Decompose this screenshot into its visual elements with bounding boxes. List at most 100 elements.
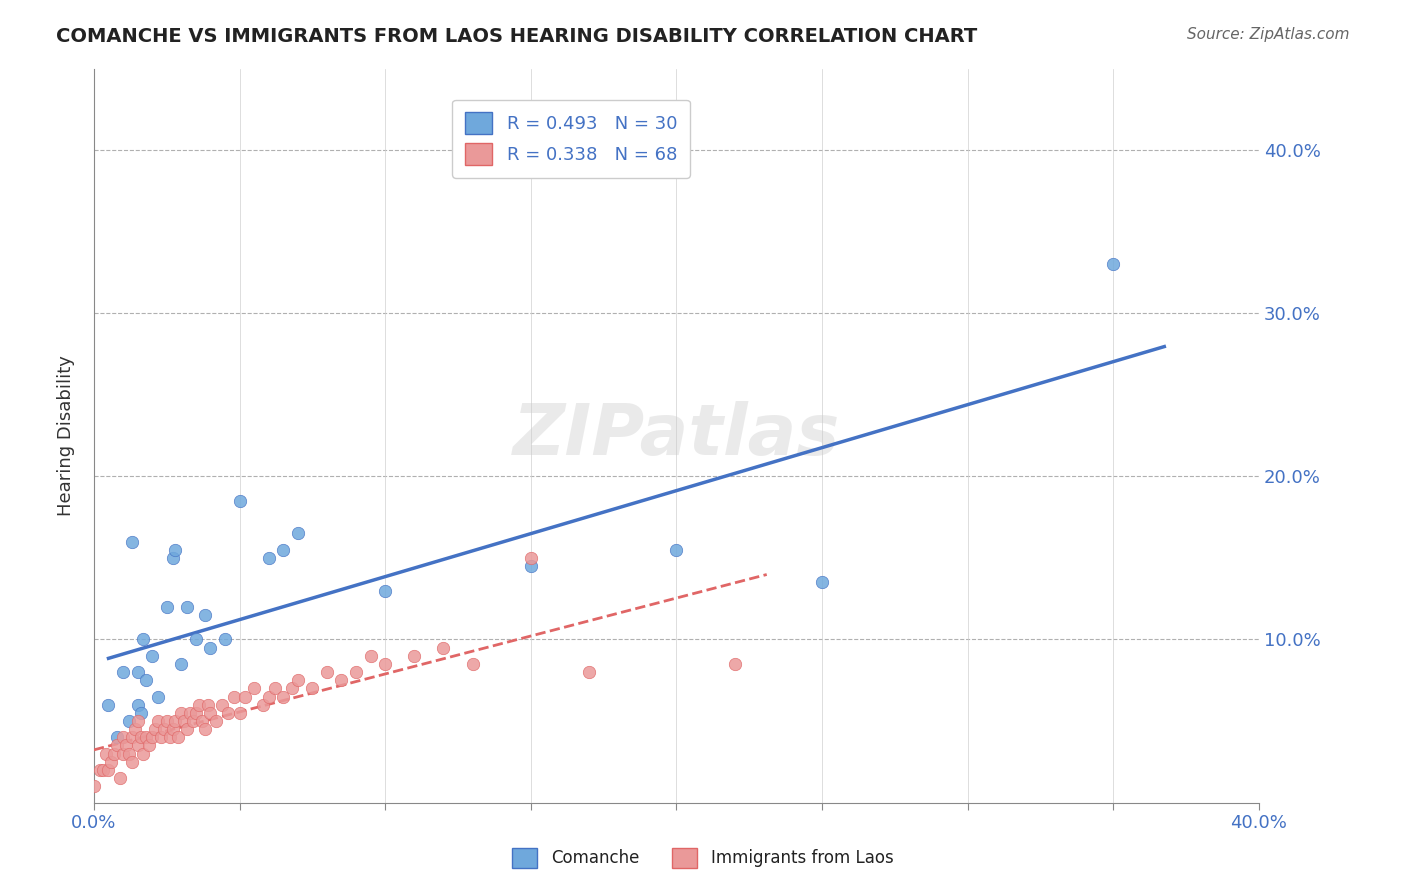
Point bbox=[194, 607, 217, 622]
Point bbox=[316, 665, 339, 679]
Point bbox=[127, 665, 149, 679]
Point bbox=[243, 681, 266, 696]
Point bbox=[124, 722, 146, 736]
Point bbox=[138, 739, 160, 753]
Point bbox=[167, 731, 190, 745]
Point bbox=[287, 526, 309, 541]
Point bbox=[162, 722, 184, 736]
Point bbox=[89, 763, 111, 777]
Point bbox=[665, 542, 688, 557]
Point bbox=[127, 739, 149, 753]
Point bbox=[252, 698, 274, 712]
Point bbox=[156, 599, 179, 614]
Point bbox=[190, 714, 212, 728]
Point bbox=[271, 542, 294, 557]
Point bbox=[105, 739, 128, 753]
Point bbox=[811, 575, 834, 590]
Point bbox=[271, 690, 294, 704]
Point bbox=[1102, 257, 1125, 271]
Point bbox=[228, 493, 250, 508]
Point bbox=[176, 599, 198, 614]
Point bbox=[159, 731, 181, 745]
Point bbox=[330, 673, 353, 688]
Point bbox=[141, 731, 163, 745]
Point bbox=[520, 550, 543, 565]
Point bbox=[129, 706, 152, 720]
Point bbox=[103, 747, 125, 761]
Text: ZIPatlas: ZIPatlas bbox=[513, 401, 841, 470]
Point bbox=[118, 714, 141, 728]
Point bbox=[257, 550, 280, 565]
Point bbox=[153, 722, 176, 736]
Point bbox=[432, 640, 454, 655]
Point bbox=[724, 657, 747, 671]
Point bbox=[301, 681, 323, 696]
Point bbox=[156, 714, 179, 728]
Point bbox=[187, 698, 209, 712]
Point bbox=[121, 731, 143, 745]
Point bbox=[132, 632, 155, 647]
Point bbox=[228, 706, 250, 720]
Point bbox=[97, 698, 120, 712]
Point bbox=[108, 771, 131, 785]
Point bbox=[127, 714, 149, 728]
Point bbox=[97, 763, 120, 777]
Point bbox=[374, 583, 396, 598]
Point bbox=[214, 632, 236, 647]
Point bbox=[211, 698, 233, 712]
Point bbox=[197, 698, 219, 712]
Point bbox=[404, 648, 426, 663]
Point bbox=[118, 747, 141, 761]
Point bbox=[173, 714, 195, 728]
Point bbox=[578, 665, 600, 679]
Point bbox=[170, 706, 193, 720]
Point bbox=[135, 731, 157, 745]
Point bbox=[112, 747, 135, 761]
Point bbox=[344, 665, 367, 679]
Point bbox=[100, 755, 122, 769]
Point bbox=[146, 714, 169, 728]
Point bbox=[91, 763, 114, 777]
Point bbox=[132, 747, 155, 761]
Point bbox=[263, 681, 285, 696]
Point bbox=[217, 706, 239, 720]
Point bbox=[146, 690, 169, 704]
Point bbox=[112, 665, 135, 679]
Point bbox=[165, 714, 187, 728]
Point bbox=[176, 722, 198, 736]
Point bbox=[520, 559, 543, 574]
Point bbox=[165, 542, 187, 557]
Point bbox=[121, 534, 143, 549]
Point bbox=[149, 731, 172, 745]
Point bbox=[112, 731, 135, 745]
Point bbox=[184, 706, 207, 720]
Point bbox=[121, 755, 143, 769]
Point bbox=[179, 706, 201, 720]
Point bbox=[105, 731, 128, 745]
Point bbox=[115, 739, 138, 753]
Text: Source: ZipAtlas.com: Source: ZipAtlas.com bbox=[1187, 27, 1350, 42]
Point bbox=[170, 657, 193, 671]
Point bbox=[200, 640, 222, 655]
Point bbox=[141, 648, 163, 663]
Point bbox=[143, 722, 166, 736]
Point bbox=[94, 747, 117, 761]
Point bbox=[83, 779, 105, 793]
Point bbox=[205, 714, 228, 728]
Point bbox=[360, 648, 382, 663]
Point bbox=[235, 690, 257, 704]
Y-axis label: Hearing Disability: Hearing Disability bbox=[58, 355, 75, 516]
Point bbox=[162, 550, 184, 565]
Point bbox=[127, 698, 149, 712]
Point bbox=[461, 657, 484, 671]
Point bbox=[257, 690, 280, 704]
Point bbox=[184, 632, 207, 647]
Legend: Comanche, Immigrants from Laos: Comanche, Immigrants from Laos bbox=[506, 841, 900, 875]
Point bbox=[222, 690, 245, 704]
Point bbox=[135, 673, 157, 688]
Point bbox=[374, 657, 396, 671]
Point bbox=[281, 681, 304, 696]
Point bbox=[194, 722, 217, 736]
Point bbox=[287, 673, 309, 688]
Legend: R = 0.493   N = 30, R = 0.338   N = 68: R = 0.493 N = 30, R = 0.338 N = 68 bbox=[453, 100, 690, 178]
